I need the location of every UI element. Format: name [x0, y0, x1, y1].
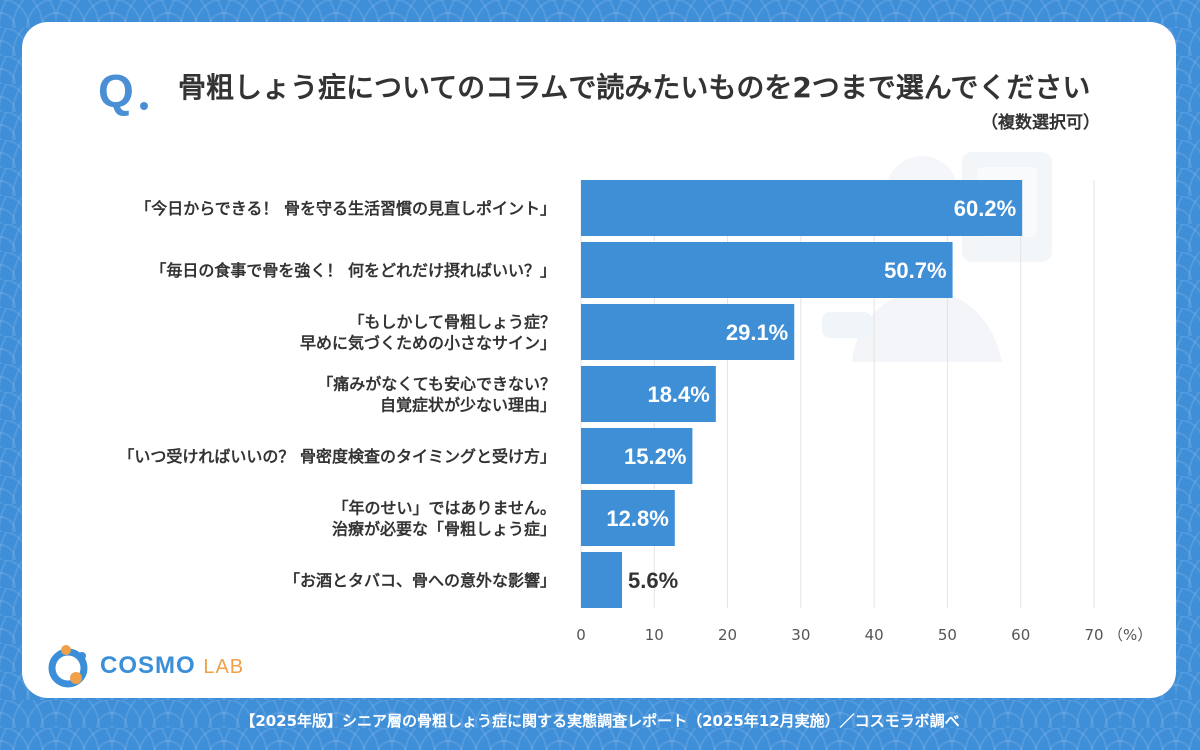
value-label: 60.2% [954, 196, 1016, 221]
category-label: 「年のせい」ではありません。 [332, 499, 556, 518]
cosmo-lab-logo: COSMO LAB [46, 642, 246, 692]
x-tick-label: 10 [645, 626, 664, 644]
bar [581, 242, 953, 298]
bar [581, 552, 623, 608]
bar [581, 490, 675, 546]
value-label: 15.2% [624, 444, 686, 469]
category-label: 「今日からできる！ 骨を守る生活習慣の見直しポイント」 [135, 199, 556, 218]
value-label: 50.7% [884, 258, 946, 283]
question-dot [140, 102, 148, 110]
logo-wordmark: COSMO LAB [100, 652, 244, 680]
x-tick-label: 20 [718, 626, 737, 644]
category-label: 自覚症状が少ない理由」 [380, 396, 556, 415]
category-label: 「お酒とタバコ、骨への意外な影響」 [284, 571, 556, 590]
x-tick-label: 30 [791, 626, 810, 644]
x-tick-label: 50 [938, 626, 957, 644]
category-label: 早めに気づくための小さなサイン」 [300, 334, 556, 353]
category-label: 「毎日の食事で骨を強く！ 何をどれだけ摂ればいい？」 [150, 261, 556, 280]
x-tick-label: 0 [576, 626, 586, 644]
category-label: 「もしかして骨粗しょう症？ [348, 313, 556, 332]
footer-source-note: 【2025年版】シニア層の骨粗しょう症に関する実態調査レポート（2025年12月… [240, 712, 960, 730]
category-label: 治療が必要な「骨粗しょう症」 [332, 520, 556, 539]
value-label: 29.1% [726, 320, 788, 345]
bar [581, 366, 716, 422]
bar [581, 428, 693, 484]
category-label: 「いつ受ければいいの？ 骨密度検査のタイミングと受け方」 [118, 447, 556, 466]
question-title: 骨粗しょう症についてのコラムで読みたいものを2つまで選んでください [178, 71, 1091, 104]
logo-cosmo-text: COSMO [100, 652, 196, 679]
x-tick-label: 60 [1011, 626, 1030, 644]
multiple-choice-note: （複数選択可） [981, 113, 1100, 133]
bar [581, 180, 1023, 236]
logo-mark-icon [48, 645, 88, 688]
value-label: 5.6% [628, 568, 678, 593]
x-unit-label: （%） [1108, 626, 1152, 644]
value-label: 12.8% [606, 506, 668, 531]
question-mark-label: Q [98, 65, 134, 117]
value-label: 18.4% [647, 382, 709, 407]
logo-lab-text: LAB [203, 656, 245, 678]
x-tick-label: 70 [1084, 626, 1103, 644]
category-label: 「痛みがなくても安心できない？ [317, 375, 556, 394]
bar [581, 304, 795, 360]
x-tick-label: 40 [865, 626, 884, 644]
